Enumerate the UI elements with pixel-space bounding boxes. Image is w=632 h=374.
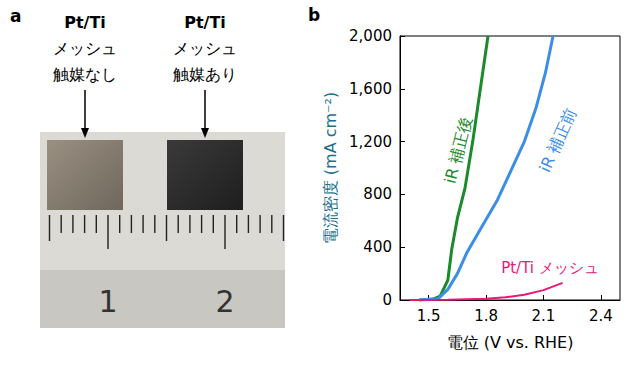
- svg-text:Pt/Ti: Pt/Ti: [64, 13, 106, 32]
- svg-text:a: a: [10, 6, 21, 26]
- svg-text:メッシュ: メッシュ: [173, 39, 237, 58]
- svg-text:電位 (V vs. RHE): 電位 (V vs. RHE): [447, 333, 574, 352]
- svg-text:400: 400: [363, 238, 392, 256]
- svg-text:b: b: [308, 5, 320, 25]
- svg-text:iR 補正前: iR 補正前: [535, 105, 580, 175]
- svg-text:触媒あり: 触媒あり: [173, 65, 237, 84]
- svg-text:Pt/Ti: Pt/Ti: [184, 13, 226, 32]
- svg-text:1,600: 1,600: [349, 80, 392, 98]
- svg-text:1: 1: [98, 284, 117, 319]
- svg-text:0: 0: [382, 291, 392, 309]
- svg-text:2: 2: [215, 284, 234, 319]
- svg-text:1.8: 1.8: [474, 307, 498, 325]
- svg-text:2.4: 2.4: [589, 307, 613, 325]
- svg-text:2.1: 2.1: [532, 307, 556, 325]
- svg-text:800: 800: [363, 185, 392, 203]
- svg-text:iR 補正後: iR 補正後: [440, 114, 476, 186]
- svg-text:1,200: 1,200: [349, 133, 392, 151]
- svg-text:メッシュ: メッシュ: [53, 39, 117, 58]
- svg-text:1.5: 1.5: [417, 307, 441, 325]
- svg-text:電流密度 (mA cm⁻²): 電流密度 (mA cm⁻²): [321, 92, 340, 244]
- svg-text:2,000: 2,000: [349, 27, 392, 45]
- svg-text:触媒なし: 触媒なし: [53, 65, 117, 84]
- svg-text:Pt/Ti メッシュ: Pt/Ti メッシュ: [501, 259, 599, 277]
